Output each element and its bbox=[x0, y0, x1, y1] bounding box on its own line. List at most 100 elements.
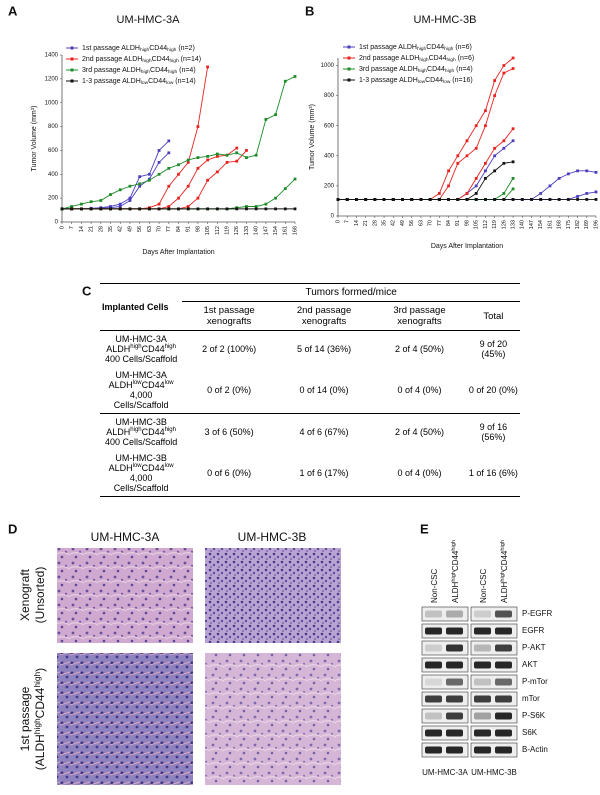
data-point bbox=[511, 160, 515, 164]
data-point bbox=[493, 198, 497, 201]
text-part: high bbox=[168, 69, 178, 75]
y-tick-label: 600 bbox=[324, 123, 335, 129]
text-part: (n=6) bbox=[453, 44, 471, 51]
data-point bbox=[128, 207, 132, 211]
legend-label: 1-3 passage ALDHlowCD44low (n=14) bbox=[82, 78, 196, 86]
x-tick-label: 154 bbox=[273, 226, 279, 235]
data-point bbox=[167, 166, 171, 170]
data-point bbox=[465, 192, 469, 195]
blot-band bbox=[474, 712, 491, 720]
data-point bbox=[138, 207, 142, 211]
data-point bbox=[502, 71, 506, 75]
blot-band bbox=[495, 712, 512, 720]
table-cell: 1 of 6 (17%) bbox=[275, 450, 373, 497]
data-point bbox=[355, 198, 358, 201]
text-part: 1st passage ALDH bbox=[82, 45, 140, 52]
x-tick-label: 70 bbox=[428, 220, 434, 226]
x-tick-label: 35 bbox=[108, 226, 114, 232]
data-point bbox=[364, 198, 368, 201]
data-point bbox=[594, 198, 598, 201]
y-tick-label: 400 bbox=[324, 153, 335, 159]
x-tick-label: 21 bbox=[89, 226, 95, 232]
text-part: high bbox=[451, 540, 457, 551]
x-tick-label: 112 bbox=[483, 220, 489, 229]
y-tick-label: 800 bbox=[324, 93, 335, 99]
data-point bbox=[410, 198, 414, 201]
data-point bbox=[474, 124, 478, 128]
text-part: (n=16) bbox=[450, 77, 472, 84]
histology-image bbox=[57, 548, 193, 643]
data-point bbox=[186, 184, 190, 188]
table-cell: 0 of 6 (0%) bbox=[182, 450, 276, 497]
header-cell: Total bbox=[466, 301, 520, 331]
blot-band bbox=[474, 610, 491, 618]
y-tick-label: 0 bbox=[331, 214, 335, 220]
marker: ALDHhighCD44high bbox=[102, 427, 180, 437]
text-part: low bbox=[443, 79, 451, 85]
data-point bbox=[530, 198, 533, 201]
blot-band bbox=[474, 644, 491, 652]
panel-label: B bbox=[305, 3, 314, 18]
data-point bbox=[196, 125, 200, 128]
x-tick-label: 63 bbox=[147, 226, 153, 232]
data-point bbox=[235, 146, 239, 150]
x-tick-label: 147 bbox=[263, 226, 269, 235]
x-tick-label: 133 bbox=[511, 220, 517, 229]
data-point bbox=[502, 139, 506, 143]
blot-band bbox=[446, 746, 463, 754]
legend-label: 2nd passage ALDHhighCD44high (n=14) bbox=[82, 56, 201, 64]
blot-band bbox=[495, 627, 512, 635]
table-cell: 0 of 4 (0%) bbox=[372, 367, 467, 414]
y-tick-label: 1200 bbox=[45, 76, 59, 82]
blot-band bbox=[425, 610, 442, 618]
data-point bbox=[118, 205, 122, 208]
x-tick-label: 105 bbox=[205, 226, 211, 235]
x-axis-label: Days After Implantation bbox=[431, 243, 503, 250]
data-point bbox=[206, 178, 210, 182]
data-point bbox=[391, 198, 395, 201]
x-tick-label: 63 bbox=[418, 220, 424, 226]
data-point bbox=[511, 198, 515, 201]
data-point bbox=[177, 207, 180, 211]
x-tick-label: 161 bbox=[283, 226, 289, 235]
x-tick-label: 175 bbox=[566, 220, 572, 229]
data-point bbox=[147, 178, 151, 182]
data-point bbox=[456, 198, 460, 201]
text-part: low bbox=[132, 380, 142, 386]
y-axis-label: Tumor Volume (mm³) bbox=[31, 106, 38, 172]
data-line bbox=[61, 76, 296, 210]
data-point bbox=[283, 79, 287, 83]
text-part: (ALDH bbox=[33, 734, 47, 770]
data-point bbox=[225, 160, 229, 164]
x-tick-label: 119 bbox=[224, 226, 230, 235]
data-point bbox=[147, 207, 151, 211]
x-tick-label: 91 bbox=[186, 226, 192, 232]
data-point bbox=[225, 153, 229, 157]
data-point bbox=[566, 172, 570, 176]
text-part: (n=4) bbox=[454, 66, 472, 73]
legend-marker bbox=[70, 79, 74, 83]
data-point bbox=[594, 190, 598, 194]
text-part: ALDH bbox=[108, 380, 133, 390]
marker: ALDHlowCD44low bbox=[102, 380, 180, 390]
blot-band bbox=[446, 678, 463, 686]
text-part: (Unsorted) bbox=[33, 567, 47, 624]
text-part: 2nd passage ALDH bbox=[359, 55, 419, 62]
data-point bbox=[465, 154, 469, 158]
x-tick-label: 42 bbox=[391, 220, 397, 226]
data-point bbox=[70, 207, 74, 211]
blot-band bbox=[474, 627, 491, 635]
dose: 400 Cells/Scaffold bbox=[104, 354, 178, 364]
blot-band bbox=[474, 678, 491, 686]
text-part: 3rd passage ALDH bbox=[82, 67, 141, 74]
data-point bbox=[215, 170, 219, 174]
text-part: high bbox=[130, 427, 142, 433]
text-part: high bbox=[164, 344, 176, 350]
data-point bbox=[274, 113, 277, 117]
x-tick-label: 112 bbox=[215, 226, 221, 235]
data-point bbox=[177, 196, 180, 200]
data-point bbox=[196, 156, 200, 159]
header-row: 1st passage xenografts 2nd passage xenogr… bbox=[100, 301, 520, 331]
lane-label: Non-CSC bbox=[479, 569, 488, 603]
table-row: UM-HMC-3B ALDHlowCD44low 4,000 Cells/Scaff… bbox=[100, 450, 520, 497]
